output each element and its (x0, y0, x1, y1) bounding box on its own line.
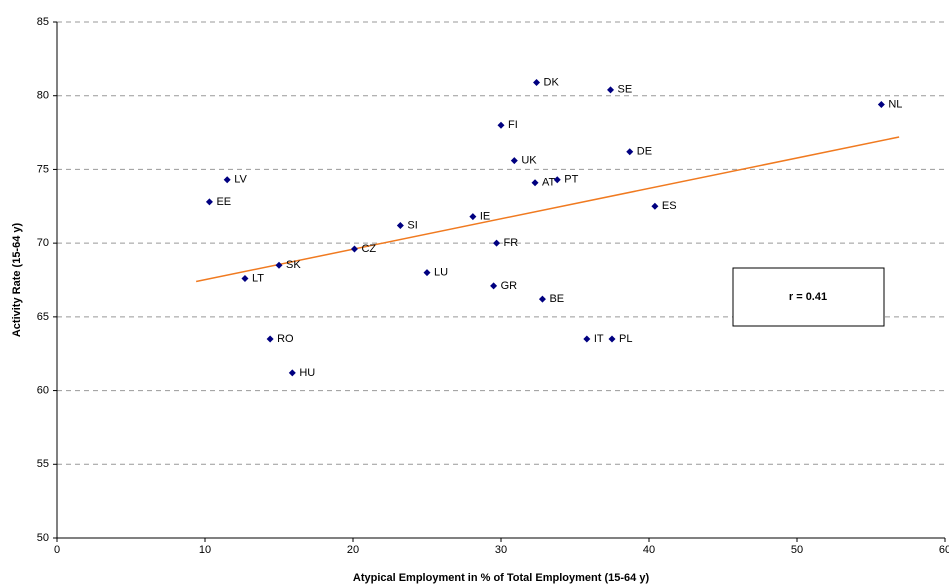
point (877, 101, 885, 109)
annotation: r = 0.41 (789, 291, 827, 303)
point-label: IE (480, 211, 490, 223)
point-label: IT (594, 333, 604, 345)
point-label: DE (637, 146, 652, 158)
point-label: FR (504, 237, 519, 249)
point (396, 221, 404, 229)
point (266, 335, 274, 343)
point (493, 239, 501, 247)
point (553, 176, 561, 184)
point-label: SE (618, 84, 633, 96)
y-tick-label: 75 (37, 163, 49, 175)
point-label: FI (508, 119, 518, 131)
y-tick-label: 85 (37, 16, 49, 28)
point-label: PT (564, 174, 578, 186)
point-label: UK (521, 154, 537, 166)
point-label: SI (407, 219, 417, 231)
point (510, 157, 518, 165)
point-label: CZ (361, 243, 376, 255)
point-label: HU (299, 367, 315, 379)
x-tick-label: 20 (347, 544, 359, 556)
y-tick-label: 50 (37, 532, 49, 544)
point-label: SK (286, 259, 301, 271)
y-tick-label: 80 (37, 90, 49, 102)
point-label: BE (549, 293, 564, 305)
x-tick-label: 50 (791, 544, 803, 556)
x-tick-label: 10 (199, 544, 211, 556)
annotation-box (732, 267, 885, 327)
point (490, 282, 498, 290)
point (583, 335, 591, 343)
point (531, 179, 539, 187)
point (651, 202, 659, 210)
x-axis-title: Atypical Employment in % of Total Employ… (353, 572, 650, 584)
point (497, 121, 505, 129)
point (626, 148, 634, 156)
point-label: DK (544, 76, 560, 88)
point (607, 86, 615, 94)
x-tick-label: 60 (939, 544, 949, 556)
point-label: LU (434, 267, 448, 279)
point (205, 198, 213, 206)
x-tick-label: 0 (54, 544, 60, 556)
point-label: PL (619, 333, 632, 345)
point-label: NL (888, 98, 902, 110)
y-tick-label: 60 (37, 384, 49, 396)
point (533, 78, 541, 86)
point (223, 176, 231, 184)
y-tick-label: 65 (37, 311, 49, 323)
point-label: LV (234, 174, 247, 186)
y-tick-label: 70 (37, 237, 49, 249)
point (275, 261, 283, 269)
y-axis-title: Activity Rate (15-64 y) (11, 223, 23, 338)
point (350, 245, 358, 253)
trendline (195, 136, 900, 283)
point-label: LT (252, 272, 264, 284)
point-label: EE (216, 196, 231, 208)
point (608, 335, 616, 343)
point (423, 269, 431, 277)
x-tick-label: 30 (495, 544, 507, 556)
y-tick-label: 55 (37, 458, 49, 470)
point (241, 275, 249, 283)
point (469, 213, 477, 221)
point-label: RO (277, 333, 294, 345)
point-label: AT (542, 177, 556, 189)
x-tick-label: 40 (643, 544, 655, 556)
point-label: GR (501, 280, 518, 292)
point (538, 295, 546, 303)
point-label: ES (662, 200, 677, 212)
point (288, 369, 296, 377)
